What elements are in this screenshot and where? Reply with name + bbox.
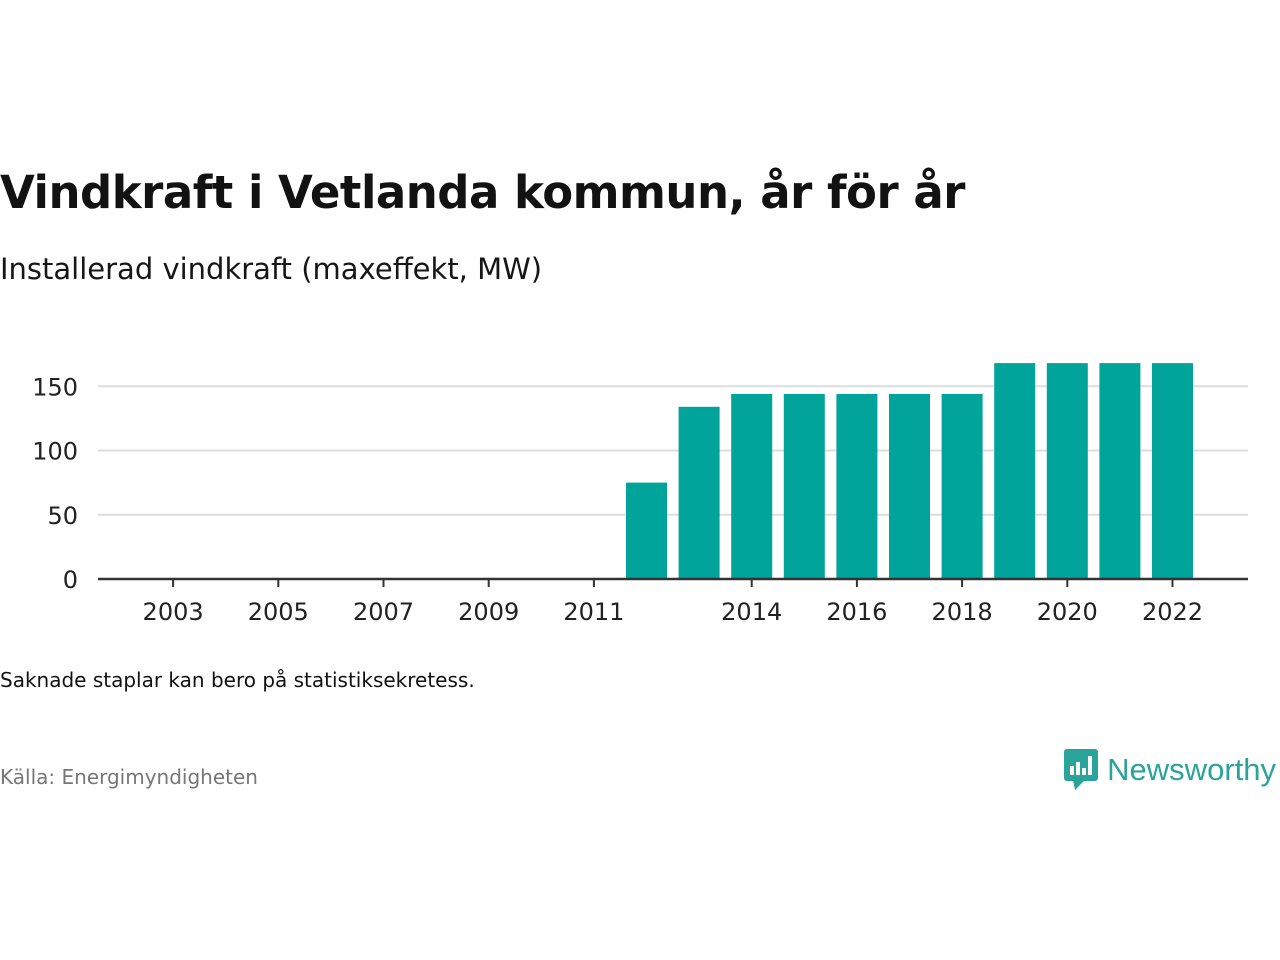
y-tick-label: 100: [32, 438, 78, 466]
y-tick-label: 50: [47, 502, 78, 530]
x-tick-label: 2018: [932, 598, 993, 626]
x-tick-label: 2016: [826, 598, 887, 626]
bar-2014: [731, 393, 773, 579]
x-tick-label: 2007: [353, 598, 414, 626]
x-tick-label: 2005: [248, 598, 309, 626]
x-tick-label: 2003: [143, 598, 204, 626]
bar-2013: [678, 406, 720, 579]
bar-2020: [1046, 363, 1088, 579]
x-axis-ticks: 2003 2005 2007 2009 2011 2014 2016 2018 2020 2022: [143, 579, 1203, 626]
y-tick-label: 0: [63, 566, 78, 594]
chart-subtitle: Installerad vindkraft (maxeffekt, MW): [0, 252, 543, 286]
bar-2012: [626, 482, 667, 579]
y-axis-ticks: 0 50 100 150: [32, 373, 78, 594]
x-tick-label: 2014: [721, 598, 782, 626]
bar-2019: [994, 363, 1036, 579]
x-tick-label: 2022: [1142, 598, 1203, 626]
source-credit: Källa: Energimyndigheten: [0, 765, 258, 789]
bar-2015: [783, 393, 825, 579]
bars: [626, 363, 1193, 579]
x-tick-label: 2009: [458, 598, 519, 626]
footnote: Saknade staplar kan bero på statistiksek…: [0, 668, 475, 692]
bar-2018: [941, 393, 983, 579]
brand-logo: Newsworthy: [1063, 748, 1276, 792]
bar-2021: [1099, 363, 1141, 579]
bar-2017: [889, 393, 930, 579]
newsworthy-logo-icon: [1064, 749, 1099, 790]
chart-title: Vindkraft i Vetlanda kommun, år för år: [0, 166, 965, 219]
x-tick-label: 2011: [563, 598, 624, 626]
y-tick-label: 150: [32, 373, 78, 401]
brand-name: Newsworthy: [1107, 752, 1276, 787]
bar-2022: [1152, 363, 1193, 579]
bar-2016: [836, 393, 878, 579]
x-tick-label: 2020: [1037, 598, 1098, 626]
